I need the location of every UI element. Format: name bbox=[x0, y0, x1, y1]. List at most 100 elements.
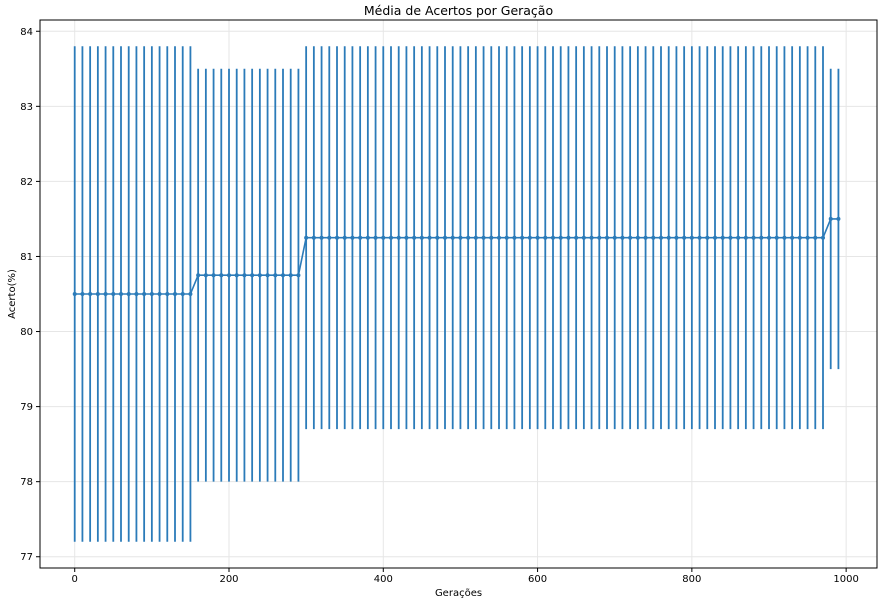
data-point bbox=[689, 235, 694, 240]
data-point bbox=[219, 273, 224, 278]
x-tick-label: 800 bbox=[682, 574, 701, 585]
data-point bbox=[311, 235, 316, 240]
data-point bbox=[242, 273, 247, 278]
data-point bbox=[682, 235, 687, 240]
data-point bbox=[234, 273, 239, 278]
data-point bbox=[466, 235, 471, 240]
data-point bbox=[774, 235, 779, 240]
data-point bbox=[790, 235, 795, 240]
data-point bbox=[142, 292, 147, 296]
data-point bbox=[489, 235, 494, 240]
data-point bbox=[504, 235, 509, 240]
data-point bbox=[95, 292, 100, 296]
data-point bbox=[713, 235, 717, 240]
data-point bbox=[736, 235, 741, 240]
y-tick-label: 77 bbox=[20, 552, 33, 563]
data-point bbox=[134, 292, 139, 296]
data-point bbox=[589, 235, 594, 240]
data-point bbox=[543, 235, 548, 240]
y-tick-label: 79 bbox=[20, 402, 33, 413]
y-tick-label: 80 bbox=[20, 327, 33, 338]
data-point bbox=[296, 273, 301, 278]
data-point bbox=[666, 235, 671, 240]
x-tick-label: 400 bbox=[374, 574, 393, 585]
data-point bbox=[458, 235, 463, 240]
data-point bbox=[450, 235, 455, 240]
y-tick-label: 83 bbox=[20, 102, 33, 113]
data-point bbox=[149, 292, 154, 296]
data-point bbox=[435, 235, 440, 240]
data-point bbox=[597, 235, 602, 240]
data-point bbox=[473, 235, 478, 240]
data-point bbox=[419, 235, 424, 240]
data-point bbox=[651, 235, 656, 240]
data-point bbox=[257, 273, 262, 278]
chart-title: Média de Acertos por Geração bbox=[364, 3, 553, 18]
data-point bbox=[813, 235, 818, 240]
data-point bbox=[319, 235, 324, 240]
data-point bbox=[381, 235, 386, 240]
data-point bbox=[697, 235, 702, 240]
data-point bbox=[574, 235, 579, 240]
data-point bbox=[520, 235, 525, 240]
data-point bbox=[250, 273, 255, 278]
data-point bbox=[628, 235, 633, 240]
data-point bbox=[335, 235, 339, 240]
plot-frame bbox=[39, 19, 878, 569]
data-point bbox=[659, 235, 663, 240]
data-point bbox=[165, 292, 170, 296]
data-point bbox=[180, 292, 185, 296]
data-point bbox=[705, 235, 710, 240]
data-point bbox=[157, 292, 162, 296]
data-point bbox=[196, 273, 201, 278]
y-tick-label: 78 bbox=[20, 477, 33, 488]
data-point bbox=[612, 235, 617, 240]
data-point bbox=[188, 292, 193, 296]
data-point bbox=[173, 292, 177, 296]
series-line bbox=[74, 218, 839, 295]
data-point bbox=[288, 273, 293, 278]
x-tick-label: 600 bbox=[528, 574, 547, 585]
data-point bbox=[821, 235, 825, 240]
data-point bbox=[605, 235, 609, 240]
y-tick-label: 82 bbox=[20, 177, 33, 188]
data-point bbox=[535, 235, 540, 240]
axis-ticks: 0 200 400 600 800 1000 77 78 79 80 81 82 83 84 bbox=[20, 27, 859, 585]
data-point bbox=[720, 235, 725, 240]
data-point bbox=[805, 235, 810, 240]
data-point bbox=[72, 292, 77, 296]
x-tick-label: 0 bbox=[72, 574, 78, 585]
data-point bbox=[281, 273, 285, 278]
data-point bbox=[350, 235, 355, 240]
data-point bbox=[551, 235, 555, 240]
data-point bbox=[497, 235, 501, 240]
data-point bbox=[396, 235, 401, 240]
data-point bbox=[728, 235, 733, 240]
data-point bbox=[751, 235, 756, 240]
data-point bbox=[643, 235, 648, 240]
data-point bbox=[358, 235, 363, 240]
data-point bbox=[759, 235, 764, 240]
data-point bbox=[365, 235, 370, 240]
y-tick-label: 84 bbox=[20, 27, 33, 38]
data-point bbox=[211, 273, 216, 278]
data-point bbox=[581, 235, 586, 240]
data-point bbox=[265, 273, 270, 278]
y-axis-label: Acerto(%) bbox=[7, 269, 18, 319]
data-point bbox=[327, 235, 332, 240]
data-point bbox=[103, 292, 108, 296]
data-point bbox=[227, 273, 231, 278]
data-point bbox=[273, 273, 278, 278]
data-point bbox=[674, 235, 679, 240]
series-layer bbox=[72, 216, 841, 296]
x-tick-label: 200 bbox=[219, 574, 238, 585]
data-point bbox=[782, 235, 787, 240]
data-point bbox=[767, 235, 771, 240]
data-point bbox=[620, 235, 625, 240]
data-point bbox=[88, 292, 93, 296]
data-point bbox=[558, 235, 563, 240]
data-point bbox=[304, 235, 309, 240]
data-point bbox=[126, 292, 131, 296]
